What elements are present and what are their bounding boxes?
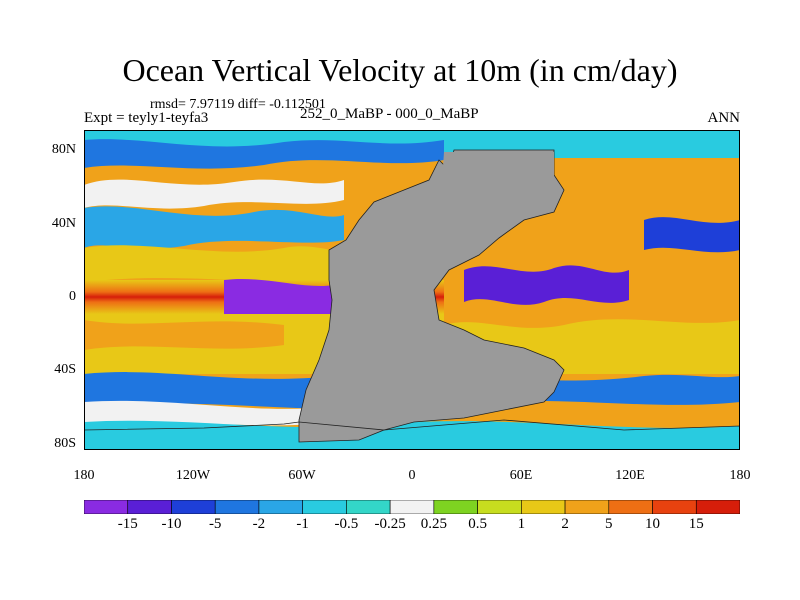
colorbar-label: 2 bbox=[561, 516, 569, 532]
colorbar-swatch bbox=[564, 500, 610, 514]
colorbar-label: -2 bbox=[252, 516, 266, 532]
colorbar-swatch bbox=[608, 500, 653, 514]
lat-label-0: 0 bbox=[69, 289, 76, 304]
colorbar-label: -15 bbox=[117, 516, 138, 532]
velocity-map bbox=[84, 130, 740, 450]
season-label: ANN bbox=[707, 110, 741, 126]
north-landmass bbox=[439, 152, 554, 240]
colorbar bbox=[84, 500, 740, 514]
colorbar-label: 0.25 bbox=[420, 516, 447, 532]
colorbar-label: 15 bbox=[688, 516, 704, 532]
map-frame bbox=[84, 130, 740, 450]
colorbar-label: -1 bbox=[296, 516, 309, 532]
southern-white-band bbox=[84, 400, 334, 426]
lon-label-60w: 60W bbox=[288, 468, 316, 483]
colorbar-swatch bbox=[521, 500, 566, 514]
colorbar-label: -0.25 bbox=[374, 516, 406, 532]
equatorial-purple-patch bbox=[224, 278, 334, 323]
antarctic-coast bbox=[84, 419, 740, 450]
lon-label-60e: 60E bbox=[509, 468, 533, 483]
colorbar-label: 10 bbox=[645, 516, 661, 532]
colorbar-swatch bbox=[389, 500, 435, 514]
colorbar-label: -0.5 bbox=[334, 516, 359, 532]
lat-label-40n: 40N bbox=[51, 216, 76, 231]
north-white-band bbox=[84, 179, 344, 209]
lat-label-80n: 80N bbox=[51, 142, 76, 157]
lat-label-80s: 80S bbox=[54, 436, 76, 451]
north-blue-band bbox=[84, 139, 444, 169]
colorbar-label: -10 bbox=[161, 516, 182, 532]
colorbar-swatch bbox=[84, 500, 129, 514]
colorbar-swatch bbox=[127, 500, 172, 514]
colorbar-swatch bbox=[433, 500, 478, 514]
colorbar-label: 1 bbox=[517, 516, 526, 532]
tethys-purple-patch bbox=[464, 265, 629, 305]
north-midlat-band bbox=[84, 206, 344, 249]
lon-label-0: 0 bbox=[408, 468, 416, 483]
lat-label-40s: 40S bbox=[54, 362, 76, 377]
colorbar-swatch bbox=[695, 500, 740, 514]
colorbar-label: -5 bbox=[208, 516, 222, 532]
experiment-label: Expt = teyly1-teyfa3 bbox=[84, 110, 209, 126]
south-orange-band bbox=[84, 320, 284, 350]
map-title: Ocean Vertical Velocity at 10m (in cm/da… bbox=[122, 52, 678, 88]
lon-label-120e: 120E bbox=[615, 468, 645, 483]
colorbar-swatch bbox=[346, 500, 391, 514]
stats-label: rmsd= 7.97119 diff= -0.112501 bbox=[150, 97, 326, 112]
north-subtropical-band bbox=[84, 245, 346, 283]
lon-label-180e: 180 bbox=[729, 468, 751, 483]
colorbar-label: 5 bbox=[605, 516, 613, 532]
colorbar-swatch bbox=[214, 500, 260, 514]
colorbar-swatch bbox=[302, 500, 347, 514]
colorbar-swatch bbox=[652, 500, 697, 514]
lon-label-120w: 120W bbox=[175, 468, 211, 483]
lon-label-180w: 180 bbox=[73, 468, 95, 483]
comparison-label: 252_0_MaBP - 000_0_MaBP bbox=[300, 106, 479, 122]
colorbar-swatch bbox=[477, 500, 522, 514]
colorbar-swatch bbox=[258, 500, 303, 514]
antarctic-band bbox=[84, 420, 740, 450]
colorbar-label: 0.5 bbox=[468, 516, 487, 532]
colorbar-swatch bbox=[171, 500, 216, 514]
northeast-blue-patch bbox=[644, 217, 740, 253]
